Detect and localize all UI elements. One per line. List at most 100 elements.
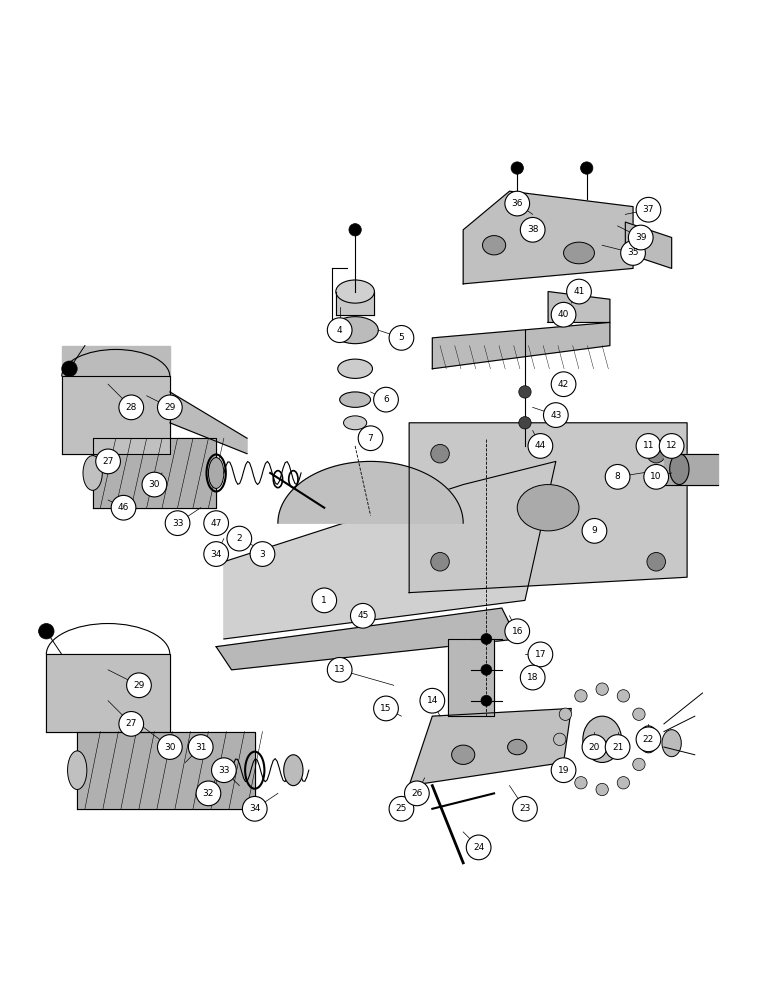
Circle shape [528, 642, 553, 667]
Text: 43: 43 [550, 411, 561, 420]
Circle shape [350, 603, 375, 628]
Circle shape [358, 426, 383, 451]
Polygon shape [93, 438, 216, 508]
Circle shape [165, 511, 190, 536]
Circle shape [582, 519, 607, 543]
Ellipse shape [340, 392, 371, 407]
Circle shape [628, 225, 653, 250]
Text: 29: 29 [164, 403, 175, 412]
Circle shape [142, 472, 167, 497]
Circle shape [505, 191, 530, 216]
Circle shape [431, 444, 449, 463]
Text: 23: 23 [520, 804, 530, 813]
Circle shape [242, 796, 267, 821]
Text: 41: 41 [574, 287, 584, 296]
Circle shape [520, 217, 545, 242]
Circle shape [633, 708, 645, 720]
Circle shape [617, 777, 629, 789]
Text: 25: 25 [396, 804, 407, 813]
Circle shape [119, 712, 144, 736]
Polygon shape [409, 423, 687, 593]
Circle shape [374, 696, 398, 721]
Text: 27: 27 [103, 457, 113, 466]
Polygon shape [664, 454, 718, 485]
Ellipse shape [638, 726, 658, 753]
Text: 46: 46 [118, 503, 129, 512]
Circle shape [520, 665, 545, 690]
Circle shape [188, 735, 213, 759]
Circle shape [636, 197, 661, 222]
Circle shape [638, 733, 651, 745]
Text: 47: 47 [211, 519, 222, 528]
Circle shape [519, 417, 531, 429]
Circle shape [528, 434, 553, 458]
Circle shape [647, 444, 665, 463]
Circle shape [466, 835, 491, 860]
Circle shape [250, 542, 275, 566]
Text: 45: 45 [357, 611, 368, 620]
Text: 35: 35 [628, 248, 638, 257]
Circle shape [543, 403, 568, 427]
Text: 5: 5 [398, 333, 405, 342]
Polygon shape [224, 461, 556, 639]
Circle shape [582, 735, 607, 759]
Circle shape [581, 162, 593, 174]
Text: 37: 37 [643, 205, 654, 214]
Text: 28: 28 [126, 403, 137, 412]
Text: 33: 33 [218, 766, 229, 775]
Circle shape [554, 733, 566, 745]
Polygon shape [170, 392, 247, 454]
Ellipse shape [284, 755, 303, 786]
Ellipse shape [83, 456, 102, 490]
Text: 33: 33 [172, 519, 183, 528]
Circle shape [389, 796, 414, 821]
Circle shape [62, 361, 77, 376]
Ellipse shape [669, 454, 689, 485]
Text: 31: 31 [195, 743, 206, 752]
Text: 8: 8 [615, 472, 621, 481]
Polygon shape [432, 322, 610, 369]
Text: 30: 30 [164, 743, 175, 752]
Circle shape [636, 727, 661, 752]
Polygon shape [336, 292, 374, 315]
Text: 22: 22 [643, 735, 654, 744]
Circle shape [551, 372, 576, 397]
Text: 34: 34 [249, 804, 260, 813]
Ellipse shape [583, 716, 621, 762]
Text: 24: 24 [473, 843, 484, 852]
Circle shape [551, 302, 576, 327]
Text: 13: 13 [334, 665, 345, 674]
Circle shape [157, 395, 182, 420]
Circle shape [39, 624, 54, 639]
Ellipse shape [482, 236, 506, 255]
Text: 10: 10 [651, 472, 662, 481]
Text: 27: 27 [126, 719, 137, 728]
Circle shape [647, 552, 665, 571]
Polygon shape [77, 732, 255, 809]
Polygon shape [448, 639, 494, 716]
Circle shape [596, 683, 608, 695]
Text: 3: 3 [259, 550, 266, 559]
Polygon shape [278, 461, 463, 523]
Ellipse shape [332, 317, 378, 344]
Circle shape [389, 326, 414, 350]
Circle shape [574, 777, 587, 789]
Circle shape [481, 664, 492, 675]
Polygon shape [548, 292, 610, 322]
Circle shape [204, 542, 229, 566]
Circle shape [431, 552, 449, 571]
Circle shape [633, 758, 645, 771]
Circle shape [511, 162, 523, 174]
Circle shape [567, 279, 591, 304]
Circle shape [227, 526, 252, 551]
Ellipse shape [67, 751, 86, 790]
Circle shape [617, 690, 629, 702]
Circle shape [519, 386, 531, 398]
Text: 20: 20 [589, 743, 600, 752]
Polygon shape [62, 376, 170, 454]
Circle shape [212, 758, 236, 783]
Circle shape [157, 735, 182, 759]
Text: 29: 29 [134, 681, 144, 690]
Text: 14: 14 [427, 696, 438, 705]
Circle shape [204, 511, 229, 536]
